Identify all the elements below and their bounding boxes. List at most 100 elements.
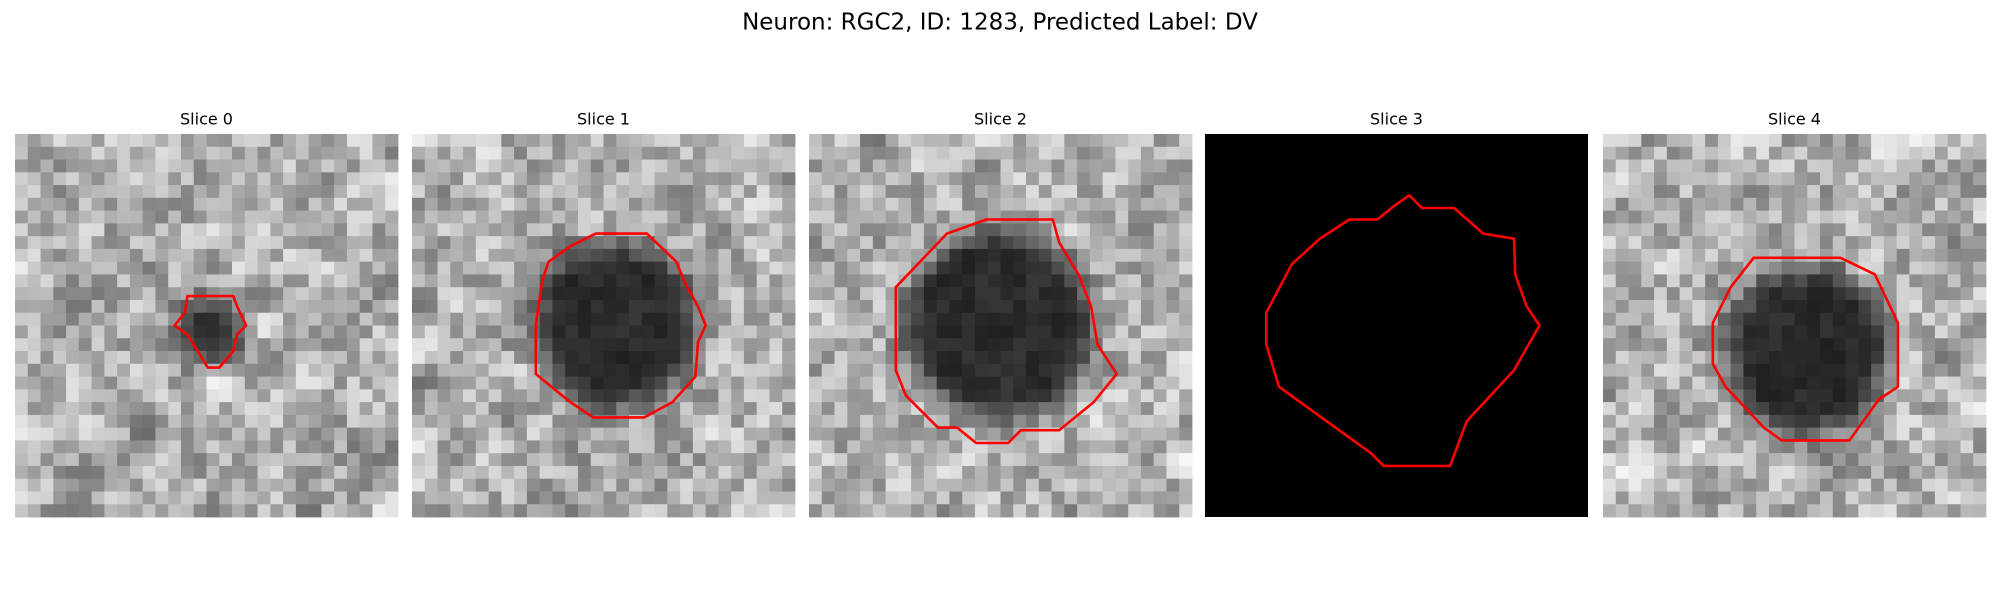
pixel bbox=[1768, 274, 1783, 288]
pixel bbox=[1768, 185, 1783, 199]
pixel bbox=[1013, 465, 1027, 480]
pixel bbox=[1960, 172, 1974, 186]
pixel bbox=[987, 414, 1001, 429]
pixel bbox=[1934, 236, 1949, 250]
pixel bbox=[283, 504, 297, 518]
pixel bbox=[53, 299, 67, 314]
pixel bbox=[743, 389, 758, 403]
pixel bbox=[1730, 351, 1744, 365]
pixel bbox=[1641, 146, 1655, 160]
pixel bbox=[1051, 172, 1065, 186]
pixel bbox=[1947, 427, 1961, 441]
pixel bbox=[769, 376, 783, 390]
pixel bbox=[450, 465, 464, 480]
pixel bbox=[680, 223, 694, 237]
pixel bbox=[821, 172, 835, 186]
pixel bbox=[372, 159, 386, 173]
pixel bbox=[27, 299, 41, 314]
pixel bbox=[1679, 274, 1693, 288]
pixel bbox=[782, 465, 796, 480]
pixel bbox=[1934, 478, 1949, 492]
pixel bbox=[346, 504, 361, 518]
pixel bbox=[437, 159, 451, 173]
pixel bbox=[1166, 351, 1180, 365]
pixel bbox=[911, 478, 925, 492]
pixel bbox=[501, 402, 515, 416]
pixel bbox=[1603, 338, 1617, 352]
pixel bbox=[821, 376, 835, 390]
pixel bbox=[40, 325, 54, 339]
pixel bbox=[1089, 427, 1104, 441]
pixel bbox=[577, 248, 592, 263]
pixel bbox=[667, 440, 681, 454]
pixel bbox=[1922, 376, 1936, 390]
pixel bbox=[334, 414, 348, 429]
pixel bbox=[193, 159, 207, 173]
pixel bbox=[654, 134, 668, 148]
pixel bbox=[769, 172, 783, 186]
pixel bbox=[834, 325, 848, 339]
pixel bbox=[155, 236, 169, 250]
pixel bbox=[1807, 159, 1821, 173]
pixel bbox=[898, 478, 912, 492]
pixel bbox=[1807, 478, 1821, 492]
pixel bbox=[168, 440, 182, 454]
pixel bbox=[1896, 185, 1910, 199]
pixel bbox=[692, 172, 707, 186]
pixel bbox=[66, 197, 80, 211]
pixel bbox=[180, 172, 195, 186]
pixel bbox=[1128, 363, 1142, 377]
pixel bbox=[412, 504, 426, 518]
pixel bbox=[334, 299, 348, 314]
pixel bbox=[667, 338, 681, 352]
pixel bbox=[15, 491, 29, 505]
pixel bbox=[1692, 197, 1706, 211]
pixel bbox=[1166, 159, 1180, 173]
pixel bbox=[1909, 453, 1923, 467]
pixel bbox=[1883, 248, 1898, 263]
pixel bbox=[412, 299, 426, 314]
pixel bbox=[1756, 134, 1770, 148]
pixel bbox=[334, 185, 348, 199]
pixel bbox=[155, 287, 169, 301]
pixel bbox=[821, 146, 835, 160]
pixel bbox=[40, 261, 54, 275]
pixel bbox=[756, 414, 770, 429]
pixel bbox=[885, 465, 899, 480]
pixel bbox=[1807, 351, 1821, 365]
pixel bbox=[1896, 414, 1910, 429]
pixel bbox=[936, 491, 950, 505]
pixel bbox=[1743, 236, 1757, 250]
pixel bbox=[667, 287, 681, 301]
pixel bbox=[180, 134, 195, 148]
pixel bbox=[974, 312, 989, 326]
pixel bbox=[809, 210, 823, 224]
pixel bbox=[603, 338, 617, 352]
pixel bbox=[1654, 402, 1668, 416]
pixel bbox=[1077, 172, 1091, 186]
pixel bbox=[629, 389, 643, 403]
pixel bbox=[1858, 159, 1872, 173]
pixel bbox=[821, 427, 835, 441]
pixel bbox=[359, 389, 373, 403]
pixel bbox=[936, 146, 950, 160]
pixel bbox=[1013, 351, 1027, 365]
pixel bbox=[1922, 172, 1936, 186]
pixel bbox=[1858, 440, 1872, 454]
pixel bbox=[1089, 376, 1104, 390]
pixel bbox=[372, 299, 386, 314]
pixel bbox=[1756, 287, 1770, 301]
pixel bbox=[1013, 248, 1027, 263]
pixel bbox=[680, 172, 694, 186]
pixel bbox=[321, 478, 335, 492]
pixel bbox=[1730, 146, 1744, 160]
pixel bbox=[552, 440, 566, 454]
pixel bbox=[66, 363, 80, 377]
pixel bbox=[450, 299, 464, 314]
pixel bbox=[1153, 223, 1167, 237]
pixel bbox=[1743, 299, 1757, 314]
pixel bbox=[603, 287, 617, 301]
pixel bbox=[1768, 197, 1783, 211]
pixel bbox=[872, 248, 886, 263]
pixel bbox=[923, 376, 938, 390]
